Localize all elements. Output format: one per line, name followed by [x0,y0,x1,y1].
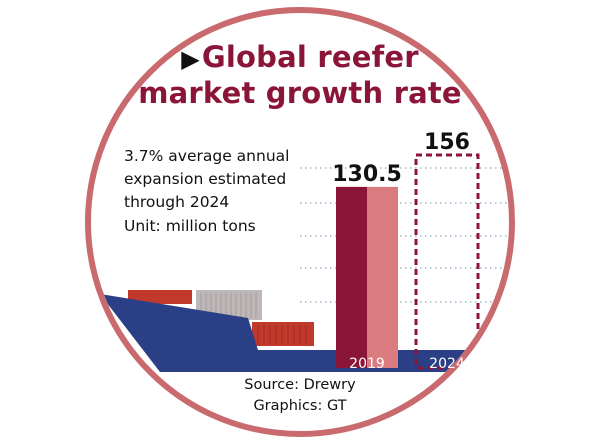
chart-title-line-2: market growth rate [138,76,462,110]
container-red-right [252,322,314,346]
category-label-2024: 2024 [429,356,465,372]
bar-2019-left [336,186,368,368]
bars-group [336,153,480,370]
graphics-credit: Graphics: GT [253,398,347,414]
title-text-1: Global reefer [201,40,419,74]
description-line-2: expansion estimated [124,170,287,188]
source-credit: Source: Drewry [244,377,356,393]
gridlines [300,167,509,303]
chart-title-line-1: ▶Global reefer [0,40,600,74]
value-label-2019: 130.5 [332,162,402,187]
container-red-ribs [257,325,307,344]
play-icon: ▶ [181,45,200,73]
unit-label: Unit: million tons [124,217,256,235]
chart-area [100,153,509,372]
bar-2024-projected [414,153,480,370]
bar-2019-right [367,186,398,368]
ship-hull [100,294,509,372]
category-label-2019: 2019 [349,356,385,372]
value-labels: 130.5 156 [332,130,470,187]
description-line-1: 3.7% average annual [124,147,290,165]
description-line-3: through 2024 [124,193,230,211]
category-labels: 2019 2024 [349,356,465,372]
value-label-2024: 156 [424,130,470,155]
container-red-left [128,290,192,304]
cargo-ship-icon [100,290,509,372]
outer-ring [85,7,515,437]
